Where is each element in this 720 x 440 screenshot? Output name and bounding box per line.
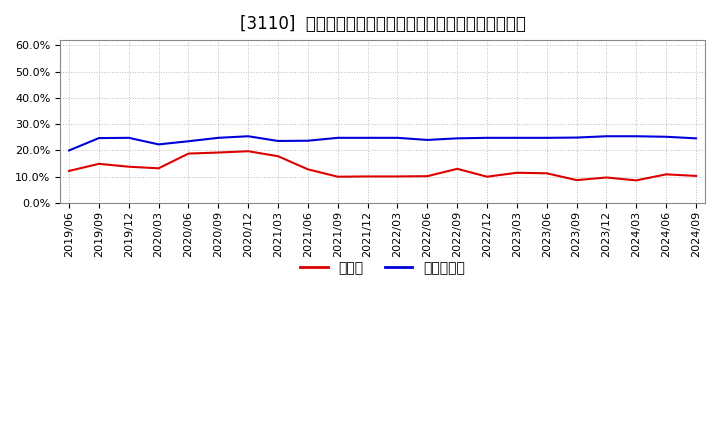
Title: [3110]  現頲金、有利子負債の総資産に対する比率の推移: [3110] 現頲金、有利子負債の総資産に対する比率の推移 bbox=[240, 15, 526, 33]
Legend: 現頲金, 有利子負債: 現頲金, 有利子負債 bbox=[294, 256, 471, 281]
